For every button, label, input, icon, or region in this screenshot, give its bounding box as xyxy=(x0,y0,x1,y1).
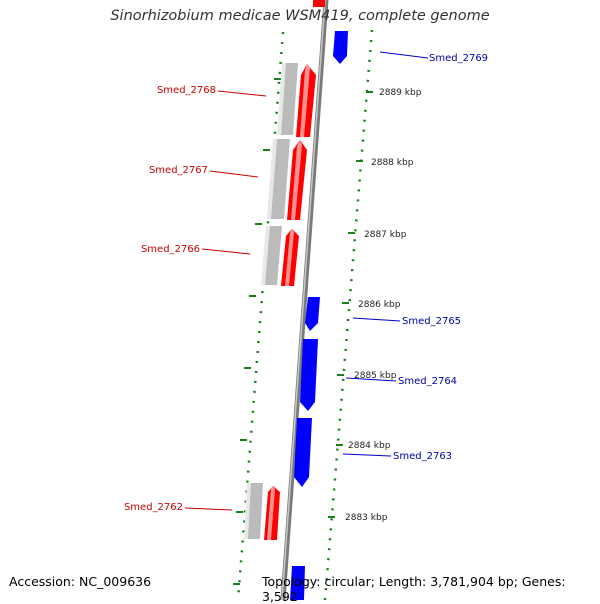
kbp-label: 2887 kbp xyxy=(364,230,407,240)
gene-arrow-partial-bottom xyxy=(290,566,305,600)
gene-arrow-smed-2769[interactable] xyxy=(333,31,348,64)
gene-label-smed-2764[interactable]: Smed_2764 xyxy=(398,376,457,387)
gene-label-smed-2762[interactable]: Smed_2762 xyxy=(124,502,183,513)
kbp-label: 2885 kbp xyxy=(354,371,397,381)
gene-label-smed-2769[interactable]: Smed_2769 xyxy=(429,53,488,64)
leader-smed-2763 xyxy=(342,453,392,457)
kbp-label: 2886 kbp xyxy=(358,300,401,310)
gene-smed-2766[interactable] xyxy=(261,226,299,286)
leader-smed-2769 xyxy=(379,51,429,59)
gene-arrow-smed-2765[interactable] xyxy=(305,297,320,331)
leader-smed-2767 xyxy=(209,170,259,178)
genome-backbone xyxy=(280,0,329,600)
kbp-label: 2883 kbp xyxy=(345,513,388,523)
gene-smed-2767[interactable] xyxy=(267,139,307,220)
genome-title: Sinorhizobium medicae WSM419, complete g… xyxy=(110,8,490,24)
kbp-label: 2884 kbp xyxy=(348,441,391,451)
gene-label-smed-2766[interactable]: Smed_2766 xyxy=(141,244,200,255)
leader-smed-2768 xyxy=(217,90,267,97)
leader-smed-2764 xyxy=(345,377,397,382)
gene-label-smed-2765[interactable]: Smed_2765 xyxy=(402,316,461,327)
leader-smed-2762 xyxy=(184,507,233,511)
leader-smed-2766 xyxy=(201,248,251,255)
kbp-ticks xyxy=(328,91,373,518)
gene-label-smed-2763[interactable]: Smed_2763 xyxy=(393,451,452,462)
gene-smed-2762[interactable] xyxy=(244,483,280,540)
minor-ticks xyxy=(233,78,281,585)
gene-label-smed-2768[interactable]: Smed_2768 xyxy=(157,85,216,96)
kbp-label: 2889 kbp xyxy=(379,88,422,98)
gene-label-smed-2767[interactable]: Smed_2767 xyxy=(149,165,208,176)
kbp-label: 2888 kbp xyxy=(371,158,414,168)
gene-arrow-smed-2764[interactable] xyxy=(300,339,318,411)
genome-backbone-highlight xyxy=(281,0,326,600)
accession-text: Accession: NC_009636 xyxy=(9,574,152,589)
leader-smed-2765 xyxy=(352,317,401,322)
gene-arrow-smed-2763[interactable] xyxy=(294,418,312,487)
gene-smed-2768[interactable] xyxy=(277,63,316,137)
gene-partial-top xyxy=(313,0,325,7)
